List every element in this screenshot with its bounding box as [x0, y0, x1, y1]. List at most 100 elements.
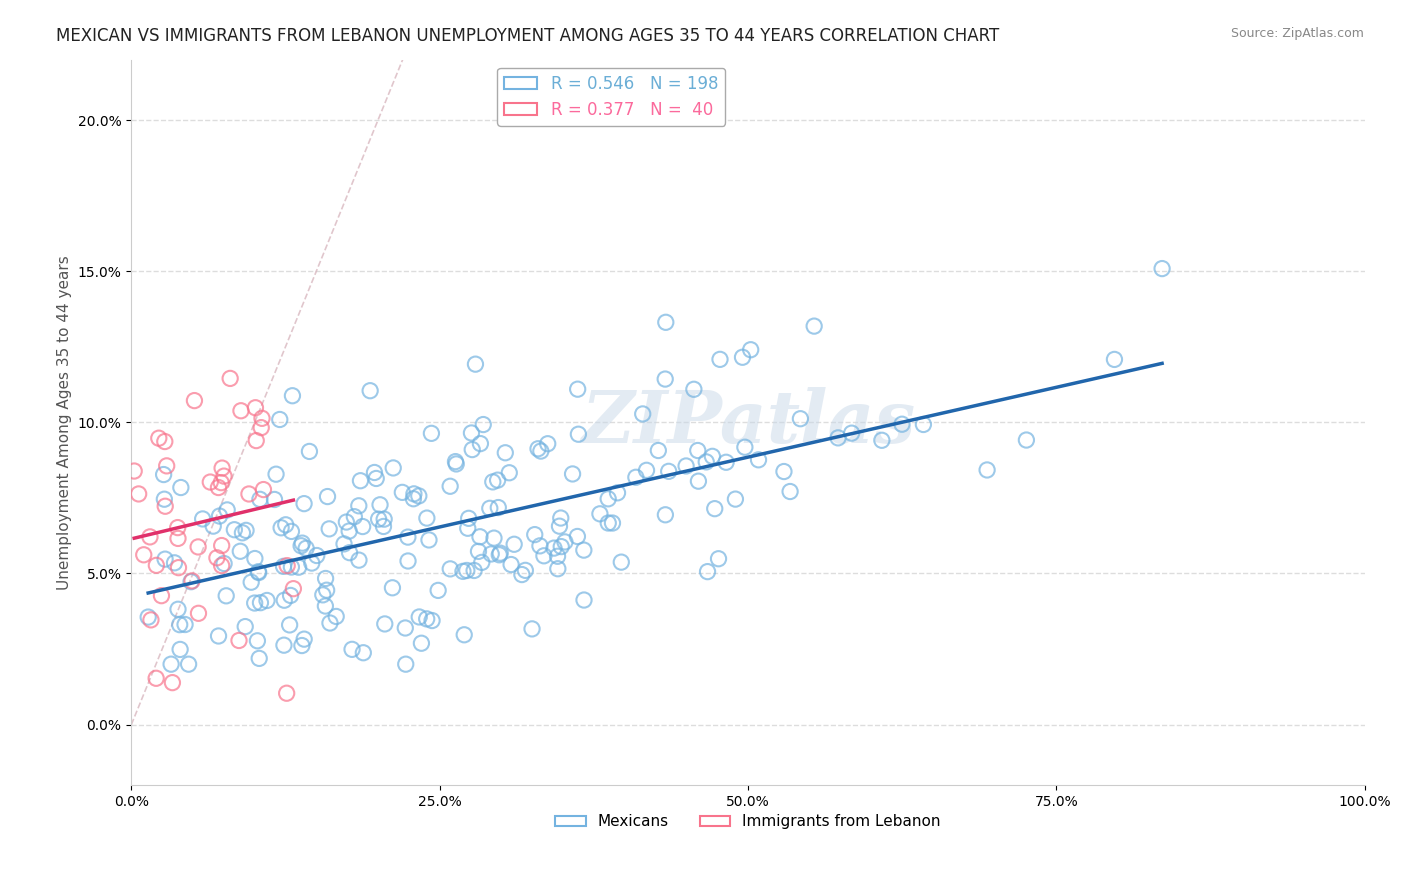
Point [250, 420, 273, 434]
Point [347, 499, 370, 513]
Point [841, 426, 863, 441]
Point [207, 481, 229, 495]
Point [169, 642, 191, 657]
Point [686, 443, 709, 458]
Point [494, 446, 516, 460]
Point [153, 434, 176, 449]
Point [238, 487, 260, 501]
Point [167, 560, 190, 574]
Point [714, 455, 737, 469]
Point [231, 525, 253, 540]
Point [290, 539, 312, 553]
Point [471, 555, 494, 569]
Point [501, 558, 523, 572]
Point [707, 551, 730, 566]
Point [734, 440, 756, 454]
Point [245, 401, 267, 415]
Point [270, 521, 292, 535]
Point [280, 524, 302, 539]
Point [481, 475, 503, 489]
Point [200, 475, 222, 489]
Point [589, 507, 612, 521]
Text: Source: ZipAtlas.com: Source: ZipAtlas.com [1230, 27, 1364, 40]
Point [461, 442, 484, 457]
Point [470, 436, 492, 450]
Point [396, 530, 419, 544]
Point [224, 523, 246, 537]
Point [453, 628, 475, 642]
Point [747, 452, 769, 467]
Point [675, 458, 697, 473]
Point [420, 614, 443, 628]
Point [291, 639, 314, 653]
Point [211, 539, 233, 553]
Point [205, 550, 228, 565]
Point [339, 546, 361, 560]
Point [444, 455, 467, 469]
Point [976, 463, 998, 477]
Point [647, 443, 669, 458]
Point [283, 582, 305, 596]
Point [250, 411, 273, 425]
Point [340, 642, 363, 657]
Point [274, 517, 297, 532]
Point [280, 560, 302, 574]
Point [301, 556, 323, 570]
Point [247, 565, 270, 579]
Point [318, 522, 340, 536]
Point [374, 616, 396, 631]
Point [464, 357, 486, 371]
Point [463, 564, 485, 578]
Point [245, 434, 267, 448]
Point [527, 442, 550, 456]
Point [256, 593, 278, 607]
Point [439, 562, 461, 576]
Point [233, 619, 256, 633]
Point [228, 633, 250, 648]
Point [139, 613, 162, 627]
Point [295, 541, 318, 556]
Point [740, 343, 762, 357]
Point [368, 498, 391, 512]
Point [444, 457, 467, 471]
Point [243, 596, 266, 610]
Point [543, 541, 565, 555]
Point [606, 485, 628, 500]
Point [229, 403, 252, 417]
Point [280, 589, 302, 603]
Point [249, 596, 271, 610]
Point [396, 554, 419, 568]
Point [291, 536, 314, 550]
Point [187, 607, 209, 621]
Point [207, 629, 229, 643]
Point [631, 407, 654, 421]
Point [212, 469, 235, 483]
Point [479, 547, 502, 561]
Point [167, 602, 190, 616]
Point [451, 565, 474, 579]
Point [550, 540, 572, 554]
Point [276, 558, 298, 573]
Point [515, 563, 537, 577]
Point [148, 431, 170, 445]
Point [132, 548, 155, 562]
Point [567, 529, 589, 543]
Point [249, 492, 271, 507]
Point [427, 583, 450, 598]
Point [381, 581, 404, 595]
Point [166, 520, 188, 534]
Point [181, 574, 204, 588]
Point [523, 527, 546, 541]
Point [247, 651, 270, 665]
Point [229, 544, 252, 558]
Point [572, 593, 595, 607]
Point [174, 617, 197, 632]
Text: MEXICAN VS IMMIGRANTS FROM LEBANON UNEMPLOYMENT AMONG AGES 35 TO 44 YEARS CORREL: MEXICAN VS IMMIGRANTS FROM LEBANON UNEMP… [56, 27, 1000, 45]
Point [145, 671, 167, 685]
Point [529, 539, 551, 553]
Point [610, 555, 633, 569]
Point [335, 515, 357, 529]
Point [139, 530, 162, 544]
Point [252, 483, 274, 497]
Point [696, 565, 718, 579]
